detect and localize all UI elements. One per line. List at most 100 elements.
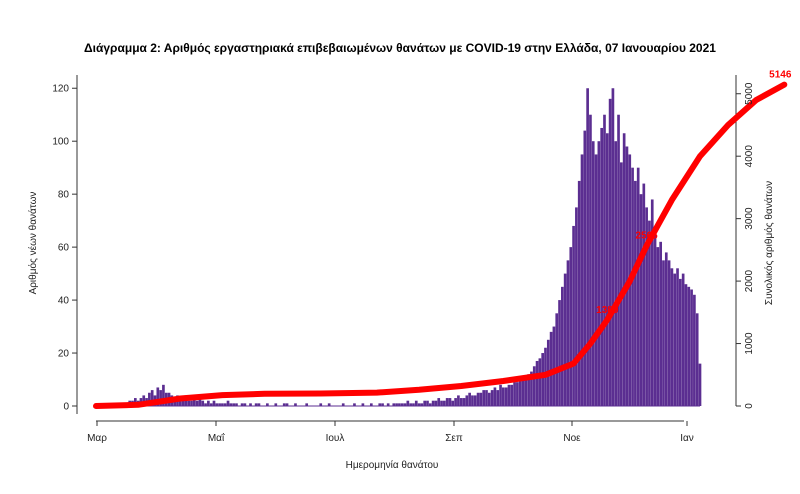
bar <box>605 133 609 406</box>
bar <box>670 268 674 406</box>
bar <box>549 331 553 406</box>
bar <box>521 379 525 406</box>
bar <box>684 284 688 406</box>
bar <box>232 403 235 406</box>
bar <box>648 220 651 406</box>
bar <box>195 400 199 406</box>
bar <box>249 403 252 406</box>
y-left-tick-label: 40 <box>58 296 70 307</box>
x-tick-label: Σεπ <box>445 433 463 444</box>
bar <box>409 403 412 406</box>
bar <box>693 294 696 406</box>
bar <box>558 300 561 406</box>
plot-area: Μαρ Μαΐ Ιουλ Σεπ Νοε Ιαν 0 20 40 60 80 100 120 0 1000 2… <box>52 70 792 444</box>
bar <box>639 194 643 406</box>
bar <box>294 403 297 406</box>
bar <box>611 88 615 407</box>
bar <box>563 273 567 406</box>
bar <box>676 268 679 406</box>
bar <box>586 88 589 407</box>
bar <box>440 400 443 406</box>
bar <box>496 390 500 406</box>
bar <box>454 398 457 406</box>
bar <box>561 286 564 406</box>
bar <box>583 130 587 407</box>
bar <box>243 403 247 406</box>
bar <box>159 390 162 406</box>
bar <box>414 400 418 406</box>
x-tick-label: Νοε <box>563 433 581 444</box>
bar <box>600 127 604 407</box>
bar <box>510 384 514 406</box>
bar <box>476 392 480 406</box>
bar <box>681 273 685 406</box>
cumulative-annotation: 5146 <box>769 70 792 81</box>
bar <box>142 395 146 406</box>
bar <box>395 403 398 406</box>
chart-title: Διάγραμμα 2: Αριθμός εργαστηριακά επιβεβ… <box>84 41 716 55</box>
bar <box>431 400 435 406</box>
x-tick-label: Ιαν <box>680 433 694 444</box>
y-left-tick-label: 100 <box>52 137 69 148</box>
bar <box>485 390 488 406</box>
y-left-axis-label: Αριθμός νέων θανάτων <box>27 192 39 295</box>
bar <box>617 114 620 406</box>
bar <box>426 400 429 406</box>
bar <box>482 390 486 406</box>
bar <box>614 141 618 406</box>
bar <box>459 398 463 406</box>
cumulative-annotation: 1380 <box>596 305 619 316</box>
bar <box>541 353 545 406</box>
bar <box>462 398 466 406</box>
bar <box>535 360 539 406</box>
bar <box>417 403 421 406</box>
bar <box>282 403 286 406</box>
bar <box>516 382 519 406</box>
bar <box>555 313 559 406</box>
bar <box>532 366 536 406</box>
bar <box>434 400 438 406</box>
bar <box>378 403 382 406</box>
bar <box>148 392 151 406</box>
bar <box>656 247 660 406</box>
bar <box>687 286 691 406</box>
bar <box>398 403 401 406</box>
bar <box>212 400 216 406</box>
bar <box>502 387 505 406</box>
cumulative-line <box>93 81 788 409</box>
x-axis-label: Ημερομηνία θανάτου <box>346 459 439 471</box>
bar <box>443 400 446 406</box>
bar <box>381 403 384 406</box>
bar <box>636 167 640 406</box>
x-tick-label: Ιουλ <box>326 433 345 444</box>
y-right-tick-label: 0 <box>744 403 755 409</box>
bar <box>527 374 530 406</box>
bar <box>572 225 575 406</box>
bar <box>369 403 373 406</box>
bar <box>207 400 210 406</box>
bar <box>400 403 404 406</box>
bar <box>448 398 452 406</box>
bar <box>451 400 455 406</box>
y-right-tick-label: 3000 <box>744 207 755 230</box>
bar <box>538 358 542 406</box>
bar <box>530 371 533 406</box>
bar <box>569 247 573 406</box>
bar <box>319 403 323 406</box>
bar <box>589 114 592 406</box>
bar <box>437 398 441 406</box>
bar <box>457 395 460 406</box>
bar <box>603 114 606 406</box>
bar <box>254 403 258 406</box>
bar <box>201 400 205 406</box>
bar <box>468 392 471 406</box>
bar <box>327 403 331 406</box>
bar <box>673 273 677 406</box>
bar <box>423 400 427 406</box>
bar <box>150 390 154 406</box>
bar <box>226 400 230 406</box>
bar <box>471 395 474 406</box>
x-tick-label: Μαρ <box>87 433 107 444</box>
bar <box>156 387 160 406</box>
